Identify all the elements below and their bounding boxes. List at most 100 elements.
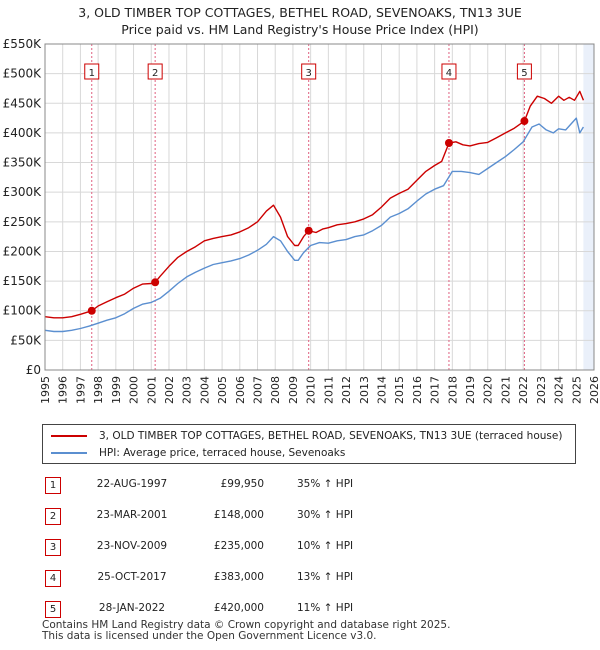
x-tick-label: 2018	[446, 376, 459, 404]
table-row: 1 22-AUG-1997 £99,950 35% ↑ HPI	[42, 474, 562, 496]
sale-price: £99,950	[220, 478, 264, 490]
x-tick-label: 2000	[128, 376, 141, 404]
legend-label-hpi: HPI: Average price, terraced house, Seve…	[99, 447, 346, 459]
sale-price: £420,000	[213, 602, 264, 614]
footer-line-1: Contains HM Land Registry data © Crown c…	[42, 619, 451, 631]
sale-hpi-diff: 30% ↑ HPI	[297, 509, 354, 521]
sale-hpi-diff: 13% ↑ HPI	[297, 571, 354, 583]
property-series-line	[44, 90, 585, 319]
sale-price: £383,000	[213, 571, 264, 583]
hpi-series-line	[44, 117, 584, 333]
chart-legend: 3, OLD TIMBER TOP COTTAGES, BETHEL ROAD,…	[42, 424, 576, 464]
sale-number-badge: 5	[45, 601, 61, 618]
x-tick-label: 1995	[39, 376, 52, 404]
x-tick-label: 2009	[287, 376, 300, 404]
sale-point	[304, 226, 313, 235]
chart-title: 3, OLD TIMBER TOP COTTAGES, BETHEL ROAD,…	[0, 4, 600, 38]
legend-item-property: 3, OLD TIMBER TOP COTTAGES, BETHEL ROAD,…	[51, 428, 562, 444]
x-tick-label: 2015	[393, 376, 406, 404]
sale-marker-box	[147, 63, 163, 80]
y-tick-label: £50K	[10, 333, 42, 347]
sale-marker-label: 1	[89, 68, 95, 79]
x-tick-label: 2017	[429, 376, 442, 404]
sale-hpi-diff: 10% ↑ HPI	[297, 540, 354, 552]
y-tick-label: £150K	[3, 274, 43, 288]
future-shaded-region	[583, 44, 594, 370]
footer-line-2: This data is licensed under the Open Gov…	[42, 630, 377, 642]
y-tick-label: £400K	[3, 126, 43, 140]
x-tick-label: 1997	[74, 376, 87, 404]
x-tick-label: 2011	[322, 376, 335, 404]
legend-label-property: 3, OLD TIMBER TOP COTTAGES, BETHEL ROAD,…	[99, 430, 563, 442]
sale-price: £148,000	[213, 509, 264, 521]
x-tick-label: 1996	[57, 376, 70, 404]
footer-attribution: Contains HM Land Registry data © Crown c…	[42, 620, 450, 642]
sale-marker-box	[516, 63, 532, 80]
price-chart: £0 £50K £100K £150K £200K £250K £300K £350K £400…	[3, 37, 600, 404]
y-tick-label: £100K	[3, 304, 43, 318]
x-tick-label: 2003	[181, 376, 194, 404]
y-tick-label: £350K	[3, 156, 43, 170]
sale-date: 23-MAR-2001	[96, 509, 168, 521]
sale-point	[520, 117, 529, 126]
sale-number-badge: 3	[45, 539, 61, 556]
x-tick-label: 2024	[553, 376, 566, 404]
x-tick-label: 1998	[92, 376, 105, 404]
x-tick-label: 2004	[198, 376, 211, 404]
x-tick-label: 2025	[570, 376, 583, 404]
x-tick-label: 2016	[411, 376, 424, 404]
sale-price: £235,000	[213, 540, 264, 552]
sale-number-badge: 4	[45, 570, 61, 587]
x-tick-label: 2012	[340, 376, 353, 404]
x-tick-label: 2006	[234, 376, 247, 404]
sale-marker-box	[441, 63, 457, 80]
sale-hpi-diff: 35% ↑ HPI	[297, 478, 354, 490]
sale-date: 22-AUG-1997	[96, 478, 168, 490]
legend-swatch-hpi	[51, 452, 87, 454]
x-tick-label: 2013	[358, 376, 371, 404]
y-tick-label: £500K	[3, 67, 43, 81]
sale-point	[87, 306, 96, 315]
sale-marker-box	[301, 63, 317, 80]
plot-frame	[44, 43, 595, 371]
sale-marker-label: 3	[306, 68, 312, 79]
y-tick-label: £200K	[3, 244, 43, 258]
x-tick-label: 2023	[535, 376, 548, 404]
x-tick-label: 2019	[464, 376, 477, 404]
sale-date: 23-NOV-2009	[96, 540, 168, 552]
x-tick-label: 2010	[305, 376, 318, 404]
title-line-2: Price paid vs. HM Land Registry's House …	[121, 22, 479, 37]
x-tick-label: 2001	[145, 376, 158, 404]
sale-hpi-diff: 11% ↑ HPI	[297, 602, 354, 614]
legend-item-hpi: HPI: Average price, terraced house, Seve…	[51, 445, 345, 461]
sale-point	[444, 138, 453, 147]
sale-point	[151, 278, 160, 287]
title-line-1: 3, OLD TIMBER TOP COTTAGES, BETHEL ROAD,…	[78, 5, 522, 20]
table-row: 4 25-OCT-2017 £383,000 13% ↑ HPI	[42, 567, 562, 589]
x-tick-label: 2021	[499, 376, 512, 404]
x-tick-label: 2005	[216, 376, 229, 404]
x-tick-label: 2002	[163, 376, 176, 404]
y-tick-label: £550K	[3, 37, 43, 51]
y-tick-label: £250K	[3, 215, 43, 229]
x-tick-label: 1999	[110, 376, 123, 404]
y-tick-label: £450K	[3, 96, 43, 110]
x-tick-label: 2020	[482, 376, 495, 404]
y-tick-label: £0	[26, 363, 41, 377]
sale-date: 28-JAN-2022	[98, 602, 166, 614]
x-tick-label: 2022	[517, 376, 530, 404]
x-tick-label: 2026	[588, 376, 600, 404]
sale-number-badge: 2	[45, 508, 61, 525]
plot-area	[45, 44, 594, 370]
sale-marker-label: 4	[446, 68, 452, 79]
legend-swatch-property	[51, 435, 87, 437]
x-tick-label: 2007	[252, 376, 265, 404]
sale-marker-label: 2	[152, 68, 158, 79]
x-tick-label: 2014	[375, 376, 388, 404]
y-tick-label: £300K	[3, 185, 43, 199]
sale-number-badge: 1	[45, 477, 61, 494]
sale-marker-box	[84, 63, 100, 80]
table-row: 3 23-NOV-2009 £235,000 10% ↑ HPI	[42, 536, 562, 558]
sale-date: 25-OCT-2017	[97, 571, 167, 583]
x-tick-label: 2008	[269, 376, 282, 404]
